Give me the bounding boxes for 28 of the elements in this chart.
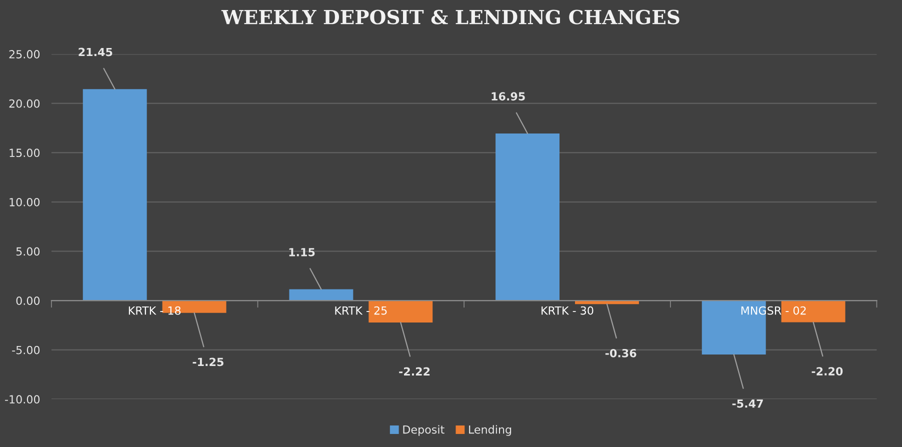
y-tick-label: 15.00 [10, 148, 40, 158]
bar [496, 133, 560, 301]
x-tick-label: KRTK - 18 [128, 306, 181, 315]
chart-title: WEEKLY DEPOSIT & LENDING CHANGES [221, 10, 680, 24]
y-tick-label: 20.00 [9, 99, 40, 108]
legend-label: Lending [469, 425, 512, 436]
bar [368, 300, 433, 322]
bar [82, 89, 147, 301]
y-tick-label: -5.00 [12, 346, 40, 354]
y-tick-label: 5.00 [16, 247, 40, 256]
data-label: -0.36 [605, 348, 636, 358]
y-tick-label: 10.00 [10, 198, 40, 206]
data-label: 21.45 [78, 48, 112, 56]
x-tick-label: KRTK - 30 [542, 306, 594, 315]
bar [162, 300, 226, 313]
data-label: -5.47 [732, 399, 763, 408]
data-label: -2.20 [812, 367, 843, 376]
bar [289, 289, 354, 301]
y-tick-label: -10.00 [5, 395, 40, 404]
bar [781, 300, 846, 322]
data-label: 16.95 [492, 92, 525, 101]
y-tick-label: 0.00 [16, 296, 40, 305]
data-label: -2.22 [399, 367, 430, 376]
x-tick-label: KRTK - 25 [335, 306, 387, 315]
data-label: -1.25 [192, 358, 224, 366]
y-tick-label: 25.00 [9, 50, 40, 58]
legend-label: Deposit [403, 425, 444, 436]
data-label: 1.15 [289, 248, 315, 256]
